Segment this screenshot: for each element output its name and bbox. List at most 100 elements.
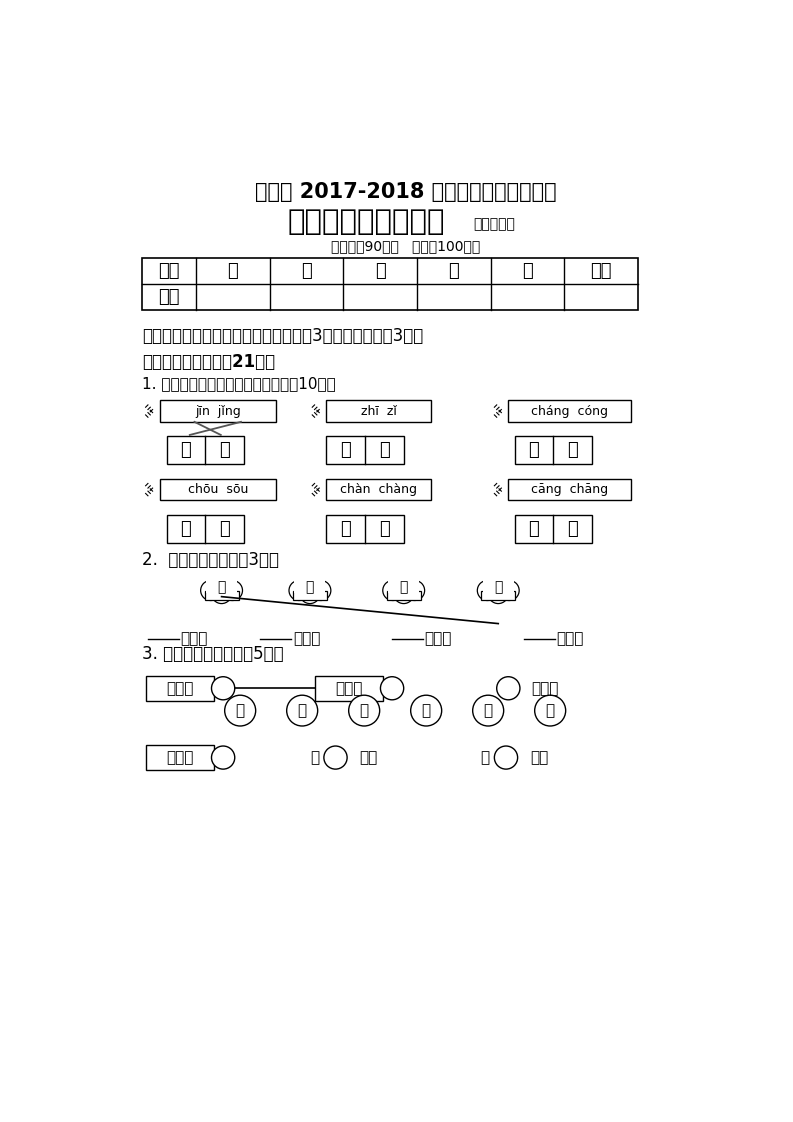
Circle shape: [212, 677, 235, 700]
Bar: [205, 591, 239, 600]
Text: 山: 山: [220, 519, 230, 537]
Text: zhī  zǐ: zhī zǐ: [361, 405, 396, 417]
Text: 螽: 螽: [567, 519, 578, 537]
Bar: [326, 436, 404, 465]
Text: 加: 加: [310, 751, 319, 765]
Circle shape: [473, 696, 504, 726]
Bar: [389, 576, 419, 592]
Text: 色: 色: [484, 703, 492, 718]
Text: 龙: 龙: [546, 703, 555, 718]
Text: 其: 其: [379, 519, 389, 537]
Text: 得水: 得水: [531, 751, 549, 765]
Bar: [326, 401, 431, 422]
Text: 一、把字写得漂亮、整洁，你就能得到3分的奖励哦！（3分）: 一、把字写得漂亮、整洁，你就能得到3分的奖励哦！（3分）: [142, 328, 423, 346]
Circle shape: [311, 580, 331, 600]
Bar: [167, 436, 244, 465]
Bar: [142, 258, 638, 310]
Text: 着尾巴: 着尾巴: [424, 632, 452, 646]
Text: 小学二年级语文试题: 小学二年级语文试题: [288, 208, 445, 236]
Text: 公安县 2017-2018 学年度上学期期末考试: 公安县 2017-2018 学年度上学期期末考试: [255, 183, 557, 202]
Text: 巨: 巨: [567, 441, 578, 459]
Circle shape: [224, 696, 255, 726]
Circle shape: [404, 580, 424, 600]
Circle shape: [212, 583, 232, 604]
Bar: [481, 591, 515, 600]
Text: 飞同舞: 飞同舞: [531, 681, 558, 696]
Text: 着衣裳: 着衣裳: [293, 632, 320, 646]
Circle shape: [488, 583, 508, 604]
Bar: [146, 675, 214, 700]
Bar: [159, 479, 276, 500]
Circle shape: [201, 580, 220, 600]
Circle shape: [381, 677, 404, 700]
Text: 着眼睛: 着眼睛: [557, 632, 584, 646]
Text: （时间：90分钟   总分：100分）: （时间：90分钟 总分：100分）: [331, 239, 481, 254]
Text: 总分: 总分: [590, 261, 611, 279]
Circle shape: [287, 696, 318, 726]
Text: 着肚皮: 着肚皮: [181, 632, 208, 646]
Text: 五: 五: [522, 261, 533, 279]
Text: cāng  chāng: cāng chāng: [531, 484, 608, 496]
Text: 四: 四: [448, 261, 459, 279]
Text: 艘: 艘: [181, 519, 191, 537]
Circle shape: [393, 583, 414, 604]
Circle shape: [289, 580, 309, 600]
Bar: [326, 479, 431, 500]
Text: 凰: 凰: [422, 703, 431, 718]
Text: 孖: 孖: [220, 441, 230, 459]
Bar: [508, 479, 630, 500]
Text: 宝群乡: 宝群乡: [335, 681, 362, 696]
Text: 乘: 乘: [528, 441, 539, 459]
Circle shape: [411, 696, 442, 726]
Bar: [206, 576, 237, 592]
Bar: [159, 401, 276, 422]
Bar: [515, 515, 592, 543]
Circle shape: [300, 583, 320, 604]
Text: 添翼: 添翼: [360, 751, 378, 765]
Text: 霎: 霎: [494, 580, 503, 595]
Bar: [515, 436, 592, 465]
Text: cháng  cóng: cháng cóng: [531, 405, 608, 417]
Text: chōu  sōu: chōu sōu: [187, 484, 248, 496]
Text: 伤: 伤: [528, 519, 539, 537]
Bar: [167, 515, 244, 543]
Circle shape: [212, 746, 235, 769]
Circle shape: [494, 746, 518, 769]
Bar: [146, 745, 214, 770]
Text: 三: 三: [374, 261, 385, 279]
Text: 格召乡: 格召乡: [166, 751, 193, 765]
Text: jīn  jǐng: jīn jǐng: [195, 405, 240, 417]
Text: 誌: 誌: [217, 580, 226, 595]
Text: 题号: 题号: [158, 261, 180, 279]
Text: （人教版）: （人教版）: [473, 217, 515, 231]
Bar: [483, 576, 514, 592]
Text: 凤: 凤: [359, 703, 369, 718]
Bar: [293, 591, 327, 600]
Bar: [387, 591, 421, 600]
Circle shape: [324, 746, 347, 769]
Circle shape: [534, 696, 565, 726]
Circle shape: [222, 580, 243, 600]
Text: 抚: 抚: [400, 580, 408, 595]
Text: 卢: 卢: [297, 703, 307, 718]
Text: 卜: 卜: [340, 441, 351, 459]
Text: 加: 加: [481, 751, 489, 765]
Text: 3. 照样子连成词语。（5分）: 3. 照样子连成词语。（5分）: [142, 645, 283, 663]
Bar: [508, 401, 630, 422]
Bar: [326, 515, 404, 543]
Text: 二: 二: [301, 261, 312, 279]
Circle shape: [477, 580, 497, 600]
Text: 虎: 虎: [236, 703, 245, 718]
Text: 副: 副: [340, 519, 351, 537]
Text: 娶: 娶: [379, 441, 389, 459]
Text: 评分: 评分: [158, 288, 180, 306]
Text: chàn  chàng: chàn chàng: [340, 484, 417, 496]
Text: 二、趣味连连看。（21分）: 二、趣味连连看。（21分）: [142, 352, 275, 370]
Circle shape: [499, 580, 519, 600]
Text: 培: 培: [181, 441, 191, 459]
Circle shape: [349, 696, 380, 726]
Text: 1. 把汉字和正确的音节连在一起。（10分）: 1. 把汉字和正确的音节连在一起。（10分）: [142, 376, 335, 390]
Text: 甲: 甲: [306, 580, 314, 595]
Text: 2.  照样子连一连。（3分）: 2. 照样子连一连。（3分）: [142, 551, 279, 569]
Text: 一: 一: [228, 261, 238, 279]
